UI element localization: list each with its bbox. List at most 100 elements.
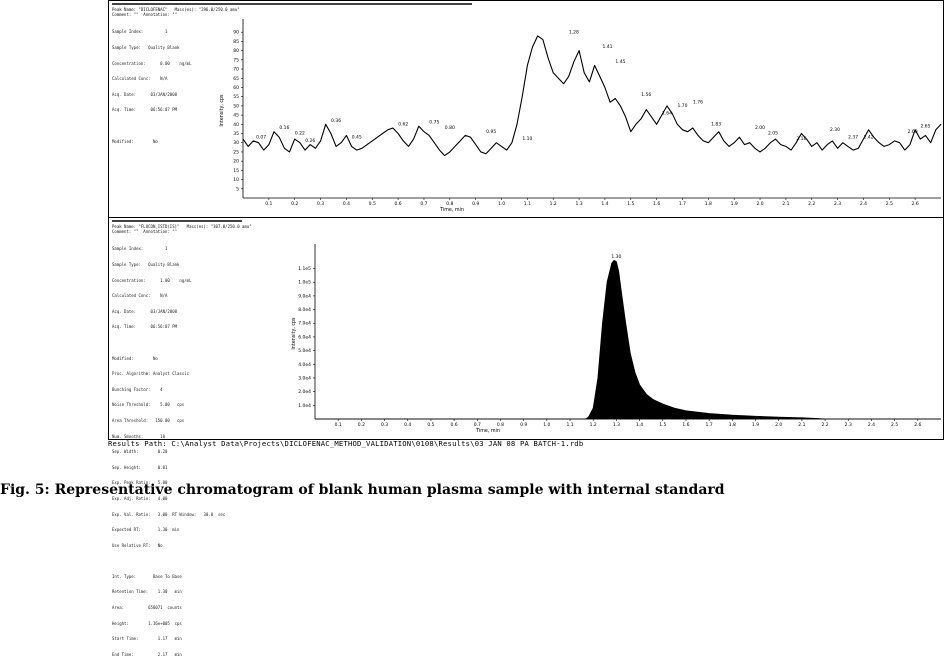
analyte-y-tick-label: 50 — [233, 103, 239, 109]
is-x-tick-label: 2.2 — [821, 422, 828, 428]
analyte-peak-label: 0.26 — [305, 138, 315, 144]
panel2-header-line-1: Peak Name: "FLUCON_ISTD(IS)" Mass(es): "… — [112, 224, 252, 229]
analyte-peak-label: 1.41 — [602, 44, 612, 50]
is-x-tick-label: 1.6 — [682, 422, 689, 428]
analyte-y-tick-label: 90 — [233, 30, 239, 36]
analyte-x-tick-label: 0.9 — [472, 201, 479, 207]
panel2-meta-line: Exp. Adj. Ratio: 4.00 — [112, 495, 168, 501]
analyte-y-tick-label: 15 — [233, 168, 239, 174]
chromatogram-panel-analyte: Peak Name: "DICLOFENAC" Mass(es): "296.0… — [109, 1, 943, 217]
chromatogram-panel-internal-standard: Peak Name: "FLUCON_ISTD(IS)" Mass(es): "… — [109, 218, 943, 657]
panel1-meta-line: Acq. Date: 03/JAN/2008 — [112, 91, 178, 97]
panel2-meta-line: Exp. Peak Ratio: 5.00 — [112, 480, 168, 486]
is-y-tick-label: 1.0e4 — [298, 403, 311, 409]
is-x-tick-label: 1.0 — [543, 422, 550, 428]
panel2-meta-line: Sample Type: Quality Blank — [112, 262, 180, 267]
analyte-x-tick-label: 0.7 — [420, 201, 427, 207]
analyte-peak-label: 1.28 — [569, 29, 579, 35]
analyte-peak-label: 1.83 — [711, 122, 721, 128]
analyte-x-tick-label: 1.8 — [705, 201, 712, 207]
analyte-y-tick-label: 20 — [233, 159, 239, 165]
analyte-x-tick-label: 1.1 — [524, 201, 531, 207]
analyte-peak-label: 2.30 — [830, 127, 840, 133]
header-sample-name-bar — [112, 220, 242, 222]
is-x-tick-label: 2.4 — [868, 422, 875, 428]
analyte-y-tick-label: 85 — [233, 39, 239, 45]
analyte-x-tick-label: 0.3 — [317, 201, 324, 207]
is-peak-label: 1.30 — [611, 254, 621, 260]
analyte-peak-label: 0.80 — [445, 125, 455, 131]
panel1-meta-line: Modified: No — [112, 138, 158, 144]
panel2-meta-line: Modified: No — [112, 355, 158, 361]
analyte-y-tick-label: 75 — [233, 57, 239, 63]
panel1-sample-info: Sample Index: 1 Sample Type: Quality Bla… — [112, 19, 191, 154]
chromatogram-frame: Peak Name: "DICLOFENAC" Mass(es): "296.0… — [108, 0, 944, 657]
analyte-x-axis-label: Time, min — [439, 207, 464, 213]
analyte-peak-label: 0.16 — [279, 125, 289, 131]
is-x-tick-label: 0.4 — [404, 422, 411, 428]
analyte-peak-label: 2.42 — [864, 134, 874, 140]
header-sample-name-bar — [112, 3, 472, 5]
panel-divider — [109, 217, 943, 218]
analyte-x-tick-label: 0.4 — [343, 201, 350, 207]
is-x-tick-label: 1.3 — [613, 422, 620, 428]
panel2-meta-line: Area: 658071 counts — [112, 605, 182, 611]
is-y-tick-label: 3.0e4 — [298, 375, 311, 381]
is-x-tick-label: 0.9 — [520, 422, 527, 428]
is-x-axis-label: Time, min — [475, 428, 500, 434]
panel2-meta-line: Proc. Algorithm: Analyst Classic — [112, 371, 190, 377]
analyte-y-tick-label: 80 — [233, 48, 239, 54]
is-y-tick-label: 5.0e4 — [298, 348, 311, 354]
is-y-tick-label: 9.0e4 — [298, 293, 311, 299]
analyte-peak-label: 1.64 — [662, 110, 672, 116]
analyte-peak-label: 2.60 — [908, 129, 918, 135]
is-x-tick-label: 2.0 — [775, 422, 782, 428]
analyte-x-tick-label: 1.0 — [498, 201, 505, 207]
is-y-tick-label: 7.0e4 — [298, 321, 311, 327]
is-y-tick-label: 2.0e4 — [298, 389, 311, 395]
analyte-peak-label: 0.22 — [295, 131, 305, 137]
is-x-tick-label: 2.5 — [891, 422, 898, 428]
panel2-meta-line: Exp. Val. Ratio: 3.00 RT Window: 30.0 se… — [112, 511, 226, 517]
panel2-meta-line: Bunching Factor: 4 — [112, 386, 163, 392]
is-y-tick-label: 1.1e5 — [298, 266, 311, 272]
is-x-tick-label: 1.7 — [706, 422, 713, 428]
analyte-chromatogram-chart: 0.1 0.2 0.3 0.4 0.5 0.6 0.7 0.8 0.9 1.0 1.1 1.2 1.3 1… — [219, 19, 942, 213]
panel2-meta-line — [112, 558, 225, 563]
panel2-meta-line: Acq. Time: 06:56:07 PM — [112, 324, 178, 330]
analyte-peak-label: 2.37 — [848, 134, 858, 140]
analyte-trace-line — [242, 35, 942, 157]
analyte-y-tick-label: 55 — [233, 94, 239, 100]
analyte-x-tick-label: 1.6 — [653, 201, 660, 207]
analyte-peak-label: 0.62 — [398, 122, 408, 128]
analyte-x-tick-label: 1.9 — [731, 201, 738, 207]
analyte-x-tick-label: 1.4 — [601, 201, 608, 207]
is-x-tick-label: 0.2 — [358, 422, 365, 428]
analyte-x-tick-label: 0.1 — [265, 201, 272, 207]
panel1-meta-line: Sample Index: 1 — [112, 29, 168, 35]
analyte-x-tick-label: 2.1 — [782, 201, 789, 207]
analyte-peak-label: 0.75 — [429, 120, 439, 126]
analyte-peak-label: 1.45 — [615, 59, 625, 65]
panel1-header-line-2: Comment: "" Annotation: "" — [112, 12, 178, 17]
analyte-peak-label: 0.95 — [486, 129, 496, 135]
panel2-meta-line: Int. Type: Base To Base — [112, 573, 182, 579]
analyte-y-axis-label: Intensity, cps — [219, 94, 225, 127]
internal-standard-chromatogram-chart: 0.1 0.2 0.3 0.4 0.5 0.6 0.7 0.8 0.9 1.0 1.1 1.2 1.3 1… — [291, 244, 941, 434]
is-x-tick-label: 2.3 — [845, 422, 852, 428]
analyte-y-tick-label: 45 — [233, 113, 239, 119]
is-x-tick-label: 1.2 — [590, 422, 597, 428]
analyte-peak-label: 0.07 — [256, 134, 266, 140]
analyte-x-tick-label: 1.3 — [575, 201, 582, 207]
analyte-peak-label: 1.56 — [641, 92, 651, 98]
analyte-y-tick-label: 70 — [233, 67, 239, 73]
is-x-tick-label: 0.8 — [497, 422, 504, 428]
analyte-peak-label: 1.10 — [522, 136, 532, 142]
analyte-x-tick-label: 2.0 — [756, 201, 763, 207]
panel2-meta-line: Area Threshold: 150.00 cps — [112, 417, 185, 423]
analyte-y-tick-label: 5 — [236, 186, 239, 192]
is-y-tick-label: 6.0e4 — [298, 334, 311, 340]
is-x-tick-label: 1.5 — [659, 422, 666, 428]
is-y-tick-label: 1.0e5 — [298, 280, 311, 286]
analyte-peak-label: 2.05 — [768, 131, 778, 137]
